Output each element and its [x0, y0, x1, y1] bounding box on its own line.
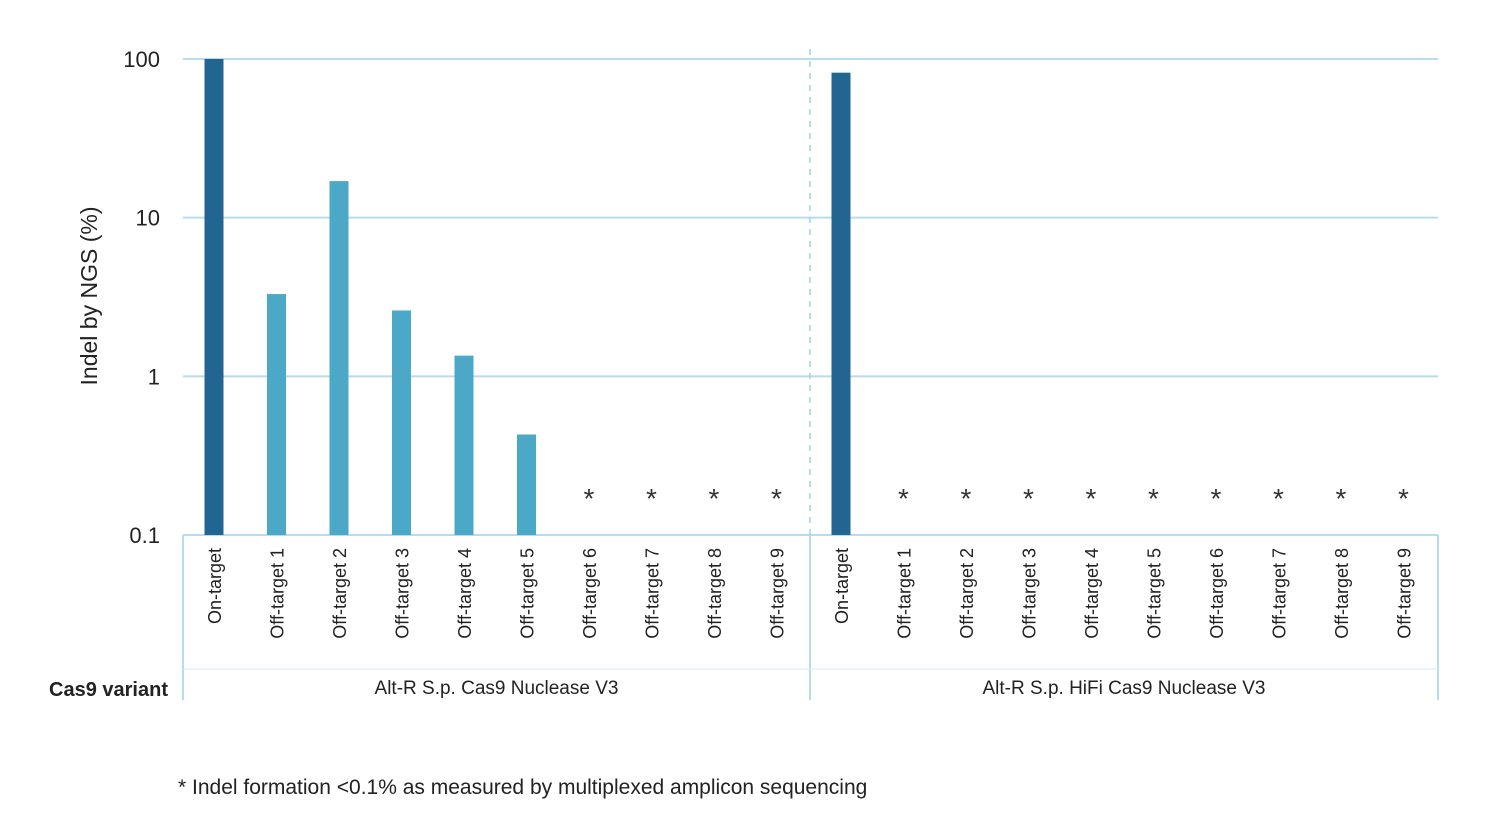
footnote: * Indel formation <0.1% as measured by m…: [178, 776, 868, 799]
category-label: Off-target 1: [895, 548, 915, 639]
y-tick-label: 100: [123, 47, 160, 72]
below-threshold-marker: *: [1086, 483, 1097, 514]
below-threshold-marker: *: [646, 483, 657, 514]
category-label: Off-target 2: [330, 548, 350, 639]
below-threshold-marker: *: [1336, 483, 1347, 514]
y-tick-label: 0.1: [129, 523, 160, 548]
category-label: Off-target 4: [1082, 548, 1102, 639]
bar-0-1: [267, 294, 286, 535]
group-label: Alt-R S.p. Cas9 Nuclease V3: [375, 678, 619, 699]
below-threshold-marker: *: [961, 483, 972, 514]
below-threshold-marker: *: [1148, 483, 1159, 514]
category-label: Off-target 3: [1020, 548, 1040, 639]
category-label: Off-target 8: [1332, 548, 1352, 639]
category-label: Off-target 6: [580, 548, 600, 639]
bar-0-4: [454, 355, 474, 535]
group-label: Alt-R S.p. HiFi Cas9 Nuclease V3: [983, 678, 1266, 699]
category-label: Off-target 1: [268, 548, 288, 639]
below-threshold-marker: *: [1398, 483, 1409, 514]
y-tick-label: 10: [136, 206, 160, 231]
y-axis-label: Indel by NGS (%): [76, 207, 102, 386]
below-threshold-marker: *: [898, 483, 909, 514]
category-label: Off-target 9: [1395, 548, 1415, 639]
y-tick-label: 1: [148, 364, 160, 389]
category-label: Off-target 6: [1207, 548, 1227, 639]
category-label: Off-target 4: [455, 548, 475, 639]
below-threshold-marker: *: [1211, 483, 1222, 514]
labels: 100 10 1 0.1 On-target Off-target 1 Off-target…: [123, 47, 1414, 699]
bars: [204, 59, 851, 535]
below-threshold-marker: *: [584, 483, 595, 514]
bar-0-0: [204, 59, 224, 535]
cas9-variant-row-label: Cas9 variant: [49, 679, 168, 701]
category-label: Off-target 7: [643, 548, 663, 639]
category-label: Off-target 5: [1145, 548, 1165, 639]
below-threshold-marker: *: [1273, 483, 1284, 514]
category-label: Off-target 7: [1270, 548, 1290, 639]
bar-0-2: [329, 181, 349, 535]
bar-0-5: [517, 434, 536, 535]
category-label: On-target: [832, 548, 852, 624]
below-threshold-marker: *: [771, 483, 782, 514]
axes: [182, 49, 1439, 700]
category-label: Off-target 5: [518, 548, 538, 639]
category-label: Off-target 8: [705, 548, 725, 639]
category-label: Off-target 2: [957, 548, 977, 639]
category-label: On-target: [205, 548, 225, 624]
category-label: Off-target 3: [393, 548, 413, 639]
below-threshold-marker: *: [1023, 483, 1034, 514]
category-label: Off-target 9: [768, 548, 788, 639]
bar-1-0: [831, 72, 851, 535]
bar-0-3: [392, 310, 411, 535]
below-threshold-marker: *: [709, 483, 720, 514]
